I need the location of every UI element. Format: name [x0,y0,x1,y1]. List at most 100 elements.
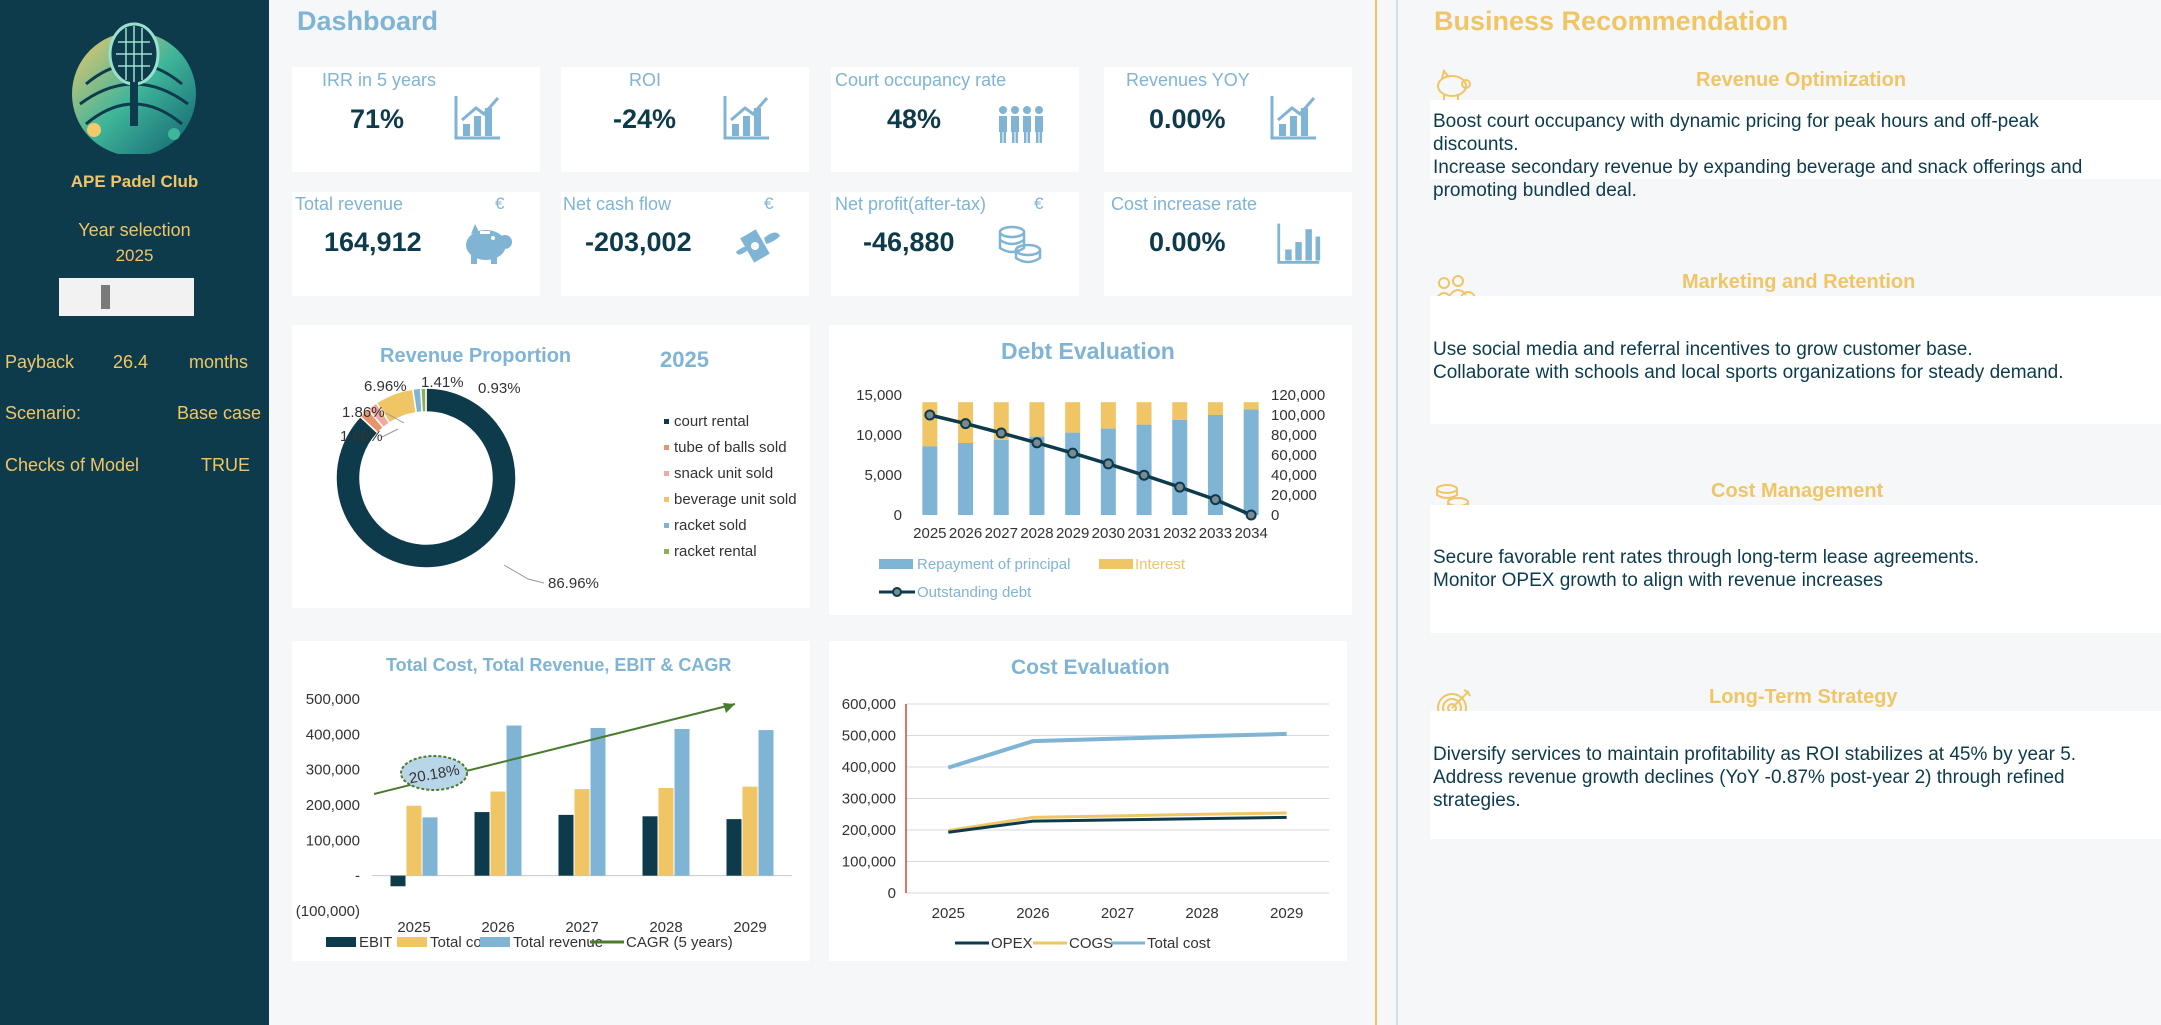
legend-label: beverage unit sold [674,491,797,508]
rec-text: Use social media and referral incentives… [1433,339,1973,360]
payback-value: 26.4 [113,352,149,372]
y-tick: 100,000 [306,832,360,849]
bar-total-revenue [758,730,774,876]
kpi-card-cost-increase: Cost increase rate 0.00% [1104,192,1352,296]
x-tick: 2034 [1234,525,1267,542]
revenue-proportion-card: Revenue Proportion 2025 86.96% 1.88% 1.86%… [292,325,810,608]
line-cogs [948,811,1287,833]
rec-box-cost: Secure favorable rent rates through long… [1430,505,2161,633]
pie-slice-court-rental [335,387,517,569]
year-scrollbar[interactable] [59,278,194,316]
bar-principal [1065,432,1081,515]
bar-interest [922,402,938,447]
legend-marker [397,937,427,947]
cost-evaluation-card: Cost Evaluation 0 100,000 200,000 300,000 40… [829,641,1347,961]
x-tick: 2025 [932,905,965,922]
kpi-card-net-cash-flow: Net cash flow € -203,002 [561,192,809,296]
bar-ebit [390,875,406,887]
pie-leader-line [385,412,405,424]
bar-principal [1207,415,1223,515]
y-tick: (100,000) [296,903,360,920]
y-tick-left: 10,000 [856,427,902,444]
x-tick: 2025 [913,525,946,542]
kpi-value: 0.00% [1149,227,1226,257]
euro-label: € [1034,194,1044,213]
year-selection-label: Year selection [78,220,191,240]
bar-total-revenue [674,729,690,876]
kpi-card-net-profit: Net profit(after-tax) € -46,880 [831,192,1079,296]
legend-label: racket rental [674,543,757,560]
point-outstanding-debt [1031,437,1043,449]
y-tick: 200,000 [306,797,360,814]
legend-marker [892,587,902,597]
y-tick-right: 60,000 [1271,447,1317,464]
point-outstanding-debt [960,418,972,430]
kpi-card-revenues-yoy: Revenues YOY 0.00% [1104,67,1352,172]
kpi-value: -24% [613,104,677,134]
legend-label: OPEX [991,935,1033,952]
y-tick: 500,000 [842,728,896,745]
euro-label: € [495,194,505,213]
year-badge: 2025 [660,347,709,372]
x-tick: 2029 [733,919,766,936]
bar-principal [1029,436,1045,515]
legend-label: Total cost [1147,935,1211,952]
y-tick: 100,000 [842,854,896,871]
y-tick-left: 15,000 [856,387,902,404]
point-outstanding-debt [924,409,936,421]
y-tick: 400,000 [306,726,360,743]
debt-evaluation-chart: 0 5,000 10,000 15,000 0 20,000 40,000 60,000 80,… [856,387,1325,601]
checks-label: Checks of Model [5,455,140,475]
kpi-label: Revenues YOY [1126,70,1250,90]
bar-interest [1029,402,1045,437]
rec-text: promoting bundled deal. [1433,180,1637,201]
legend-label: Total revenue [513,934,603,951]
legend-label: CAGR (5 years) [626,934,733,951]
kpi-label: Cost increase rate [1111,194,1258,214]
people-icon [996,104,1044,149]
x-tick: 2026 [481,919,514,936]
bar-interest [1207,402,1223,415]
point-outstanding-debt [1209,494,1221,506]
bar-total-cost [742,786,758,876]
kpi-value: 48% [887,104,942,134]
dashboard-title: Dashboard [297,6,439,36]
revenue-proportion-chart: 86.96% 1.88% 1.86% 6.96% 1.41% 0.93% court ren… [335,374,797,592]
legend-marker [664,419,669,424]
bar-total-cost [574,789,590,876]
year-scrollbar-thumb[interactable] [101,285,110,309]
bar-total-cost [490,791,506,876]
point-outstanding-debt [1174,481,1186,493]
y-tick-right: 20,000 [1271,487,1317,504]
line-opex [948,815,1287,834]
cagr-badge [400,755,468,791]
kpi-label: Net profit(after-tax) [835,194,987,214]
bar-total-revenue [422,817,438,876]
debt-evaluation-title: Debt Evaluation [1001,338,1175,364]
kpi-label: Court occupancy rate [835,70,1007,90]
piggy-bank-icon [1434,68,1474,107]
y-tick-right: 100,000 [1271,407,1325,424]
kpi-label: Total revenue [295,194,404,214]
bar-total-cost [406,805,422,876]
rec-text: Address revenue growth declines (YoY -0.… [1433,767,2065,788]
y-tick-right: 120,000 [1271,387,1325,404]
bar-interest [1172,402,1188,420]
rec-text: Increase secondary revenue by expanding … [1433,157,2083,178]
legend-marker [664,523,669,528]
x-tick: 2027 [1101,905,1134,922]
rec-heading-long-term: Long-Term Strategy [1709,686,1898,708]
legend-marker [480,937,510,947]
legend-label: COGS [1069,935,1113,952]
legend-label: Interest [1135,556,1186,573]
y-tick: 300,000 [842,791,896,808]
y-tick: 400,000 [842,759,896,776]
x-tick: 2029 [1270,905,1303,922]
club-logo [66,14,202,156]
y-tick: 500,000 [306,691,360,708]
bar-chart-icon [1268,92,1320,147]
club-name: APE Padel Club [70,172,199,191]
point-outstanding-debt [1067,447,1079,459]
legend-label: Outstanding debt [917,584,1032,601]
bar-total-cost [658,788,674,876]
